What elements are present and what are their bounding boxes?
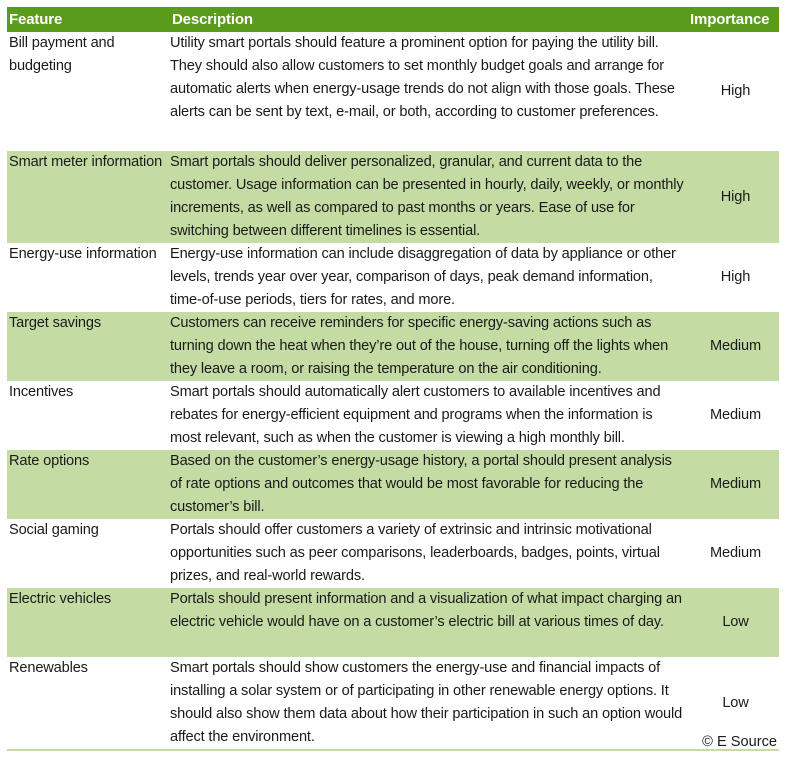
importance-cell: High xyxy=(720,83,751,99)
description-cell: Smart portals should show customers the … xyxy=(170,657,688,751)
description-cell: Portals should present information and a… xyxy=(170,591,682,630)
column-header-feature: Feature xyxy=(9,11,63,28)
importance-cell: High xyxy=(720,269,751,285)
feature-cell: Rate options xyxy=(9,453,90,469)
table-row: Target savings Customers can receive rem… xyxy=(7,312,779,381)
feature-cell: Incentives xyxy=(9,384,74,400)
feature-cell: Target savings xyxy=(9,315,101,331)
description-cell: Smart portals should deliver personalize… xyxy=(170,154,684,239)
column-header-description: Description xyxy=(172,11,253,28)
feature-cell: Electric vehicles xyxy=(9,591,112,607)
features-table: Feature Description Importance Bill paym… xyxy=(7,7,779,751)
feature-cell: Energy-use information xyxy=(9,246,157,262)
table-row: Energy-use information Energy-use inform… xyxy=(7,243,779,312)
table-row: Smart meter information Smart portals sh… xyxy=(7,151,779,243)
feature-cell: Social gaming xyxy=(9,522,99,538)
description-cell: Portals should offer customers a variety… xyxy=(170,522,660,584)
importance-cell: Medium xyxy=(709,545,761,561)
importance-cell: Low xyxy=(688,657,779,751)
description-cell: Utility smart portals should feature a p… xyxy=(170,35,675,120)
importance-cell: Low xyxy=(722,614,749,630)
description-cell: Customers can receive reminders for spec… xyxy=(170,315,669,377)
table-header: Feature Description Importance xyxy=(7,7,779,32)
table-row: Incentives Smart portals should automati… xyxy=(7,381,779,450)
table-row: Bill payment and budgeting Utility smart… xyxy=(7,32,779,151)
feature-cell: Bill payment and budgeting xyxy=(9,35,115,74)
table-row: Electric vehicles Portals should present… xyxy=(7,588,779,657)
source-credit: © E Source xyxy=(702,734,777,750)
header-row: Feature Description Importance xyxy=(7,7,779,32)
importance-cell: High xyxy=(720,188,751,205)
description-cell: Based on the customer’s energy-usage his… xyxy=(170,453,672,515)
feature-cell: Smart meter information xyxy=(9,154,163,170)
features-table-container: Feature Description Importance Bill paym… xyxy=(7,7,779,751)
importance-cell: Medium xyxy=(709,476,761,492)
table-row: Social gaming Portals should offer custo… xyxy=(7,519,779,588)
description-cell: Energy-use information can include disag… xyxy=(170,246,676,308)
column-header-importance: Importance xyxy=(690,11,770,28)
importance-cell: Medium xyxy=(709,338,761,354)
table-row: Rate options Based on the customer’s ene… xyxy=(7,450,779,519)
table-body: Bill payment and budgeting Utility smart… xyxy=(7,32,779,751)
importance-cell: Medium xyxy=(709,407,761,423)
feature-cell: Renewables xyxy=(7,657,170,751)
description-cell: Smart portals should automatically alert… xyxy=(170,384,661,446)
table-row: Renewables Smart portals should show cus… xyxy=(7,657,779,751)
